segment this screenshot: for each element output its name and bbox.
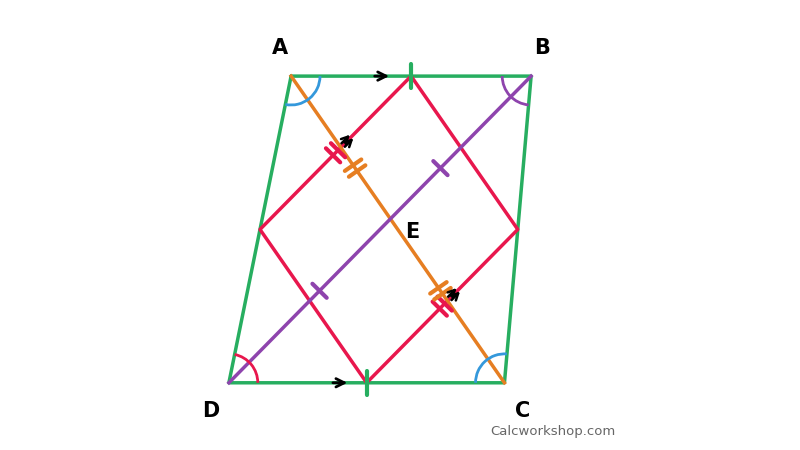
Text: B: B (534, 38, 550, 58)
Text: E: E (406, 222, 420, 242)
Text: D: D (202, 400, 220, 421)
Text: A: A (272, 38, 288, 58)
Text: Calcworkshop.com: Calcworkshop.com (490, 425, 615, 438)
Text: C: C (514, 400, 530, 421)
